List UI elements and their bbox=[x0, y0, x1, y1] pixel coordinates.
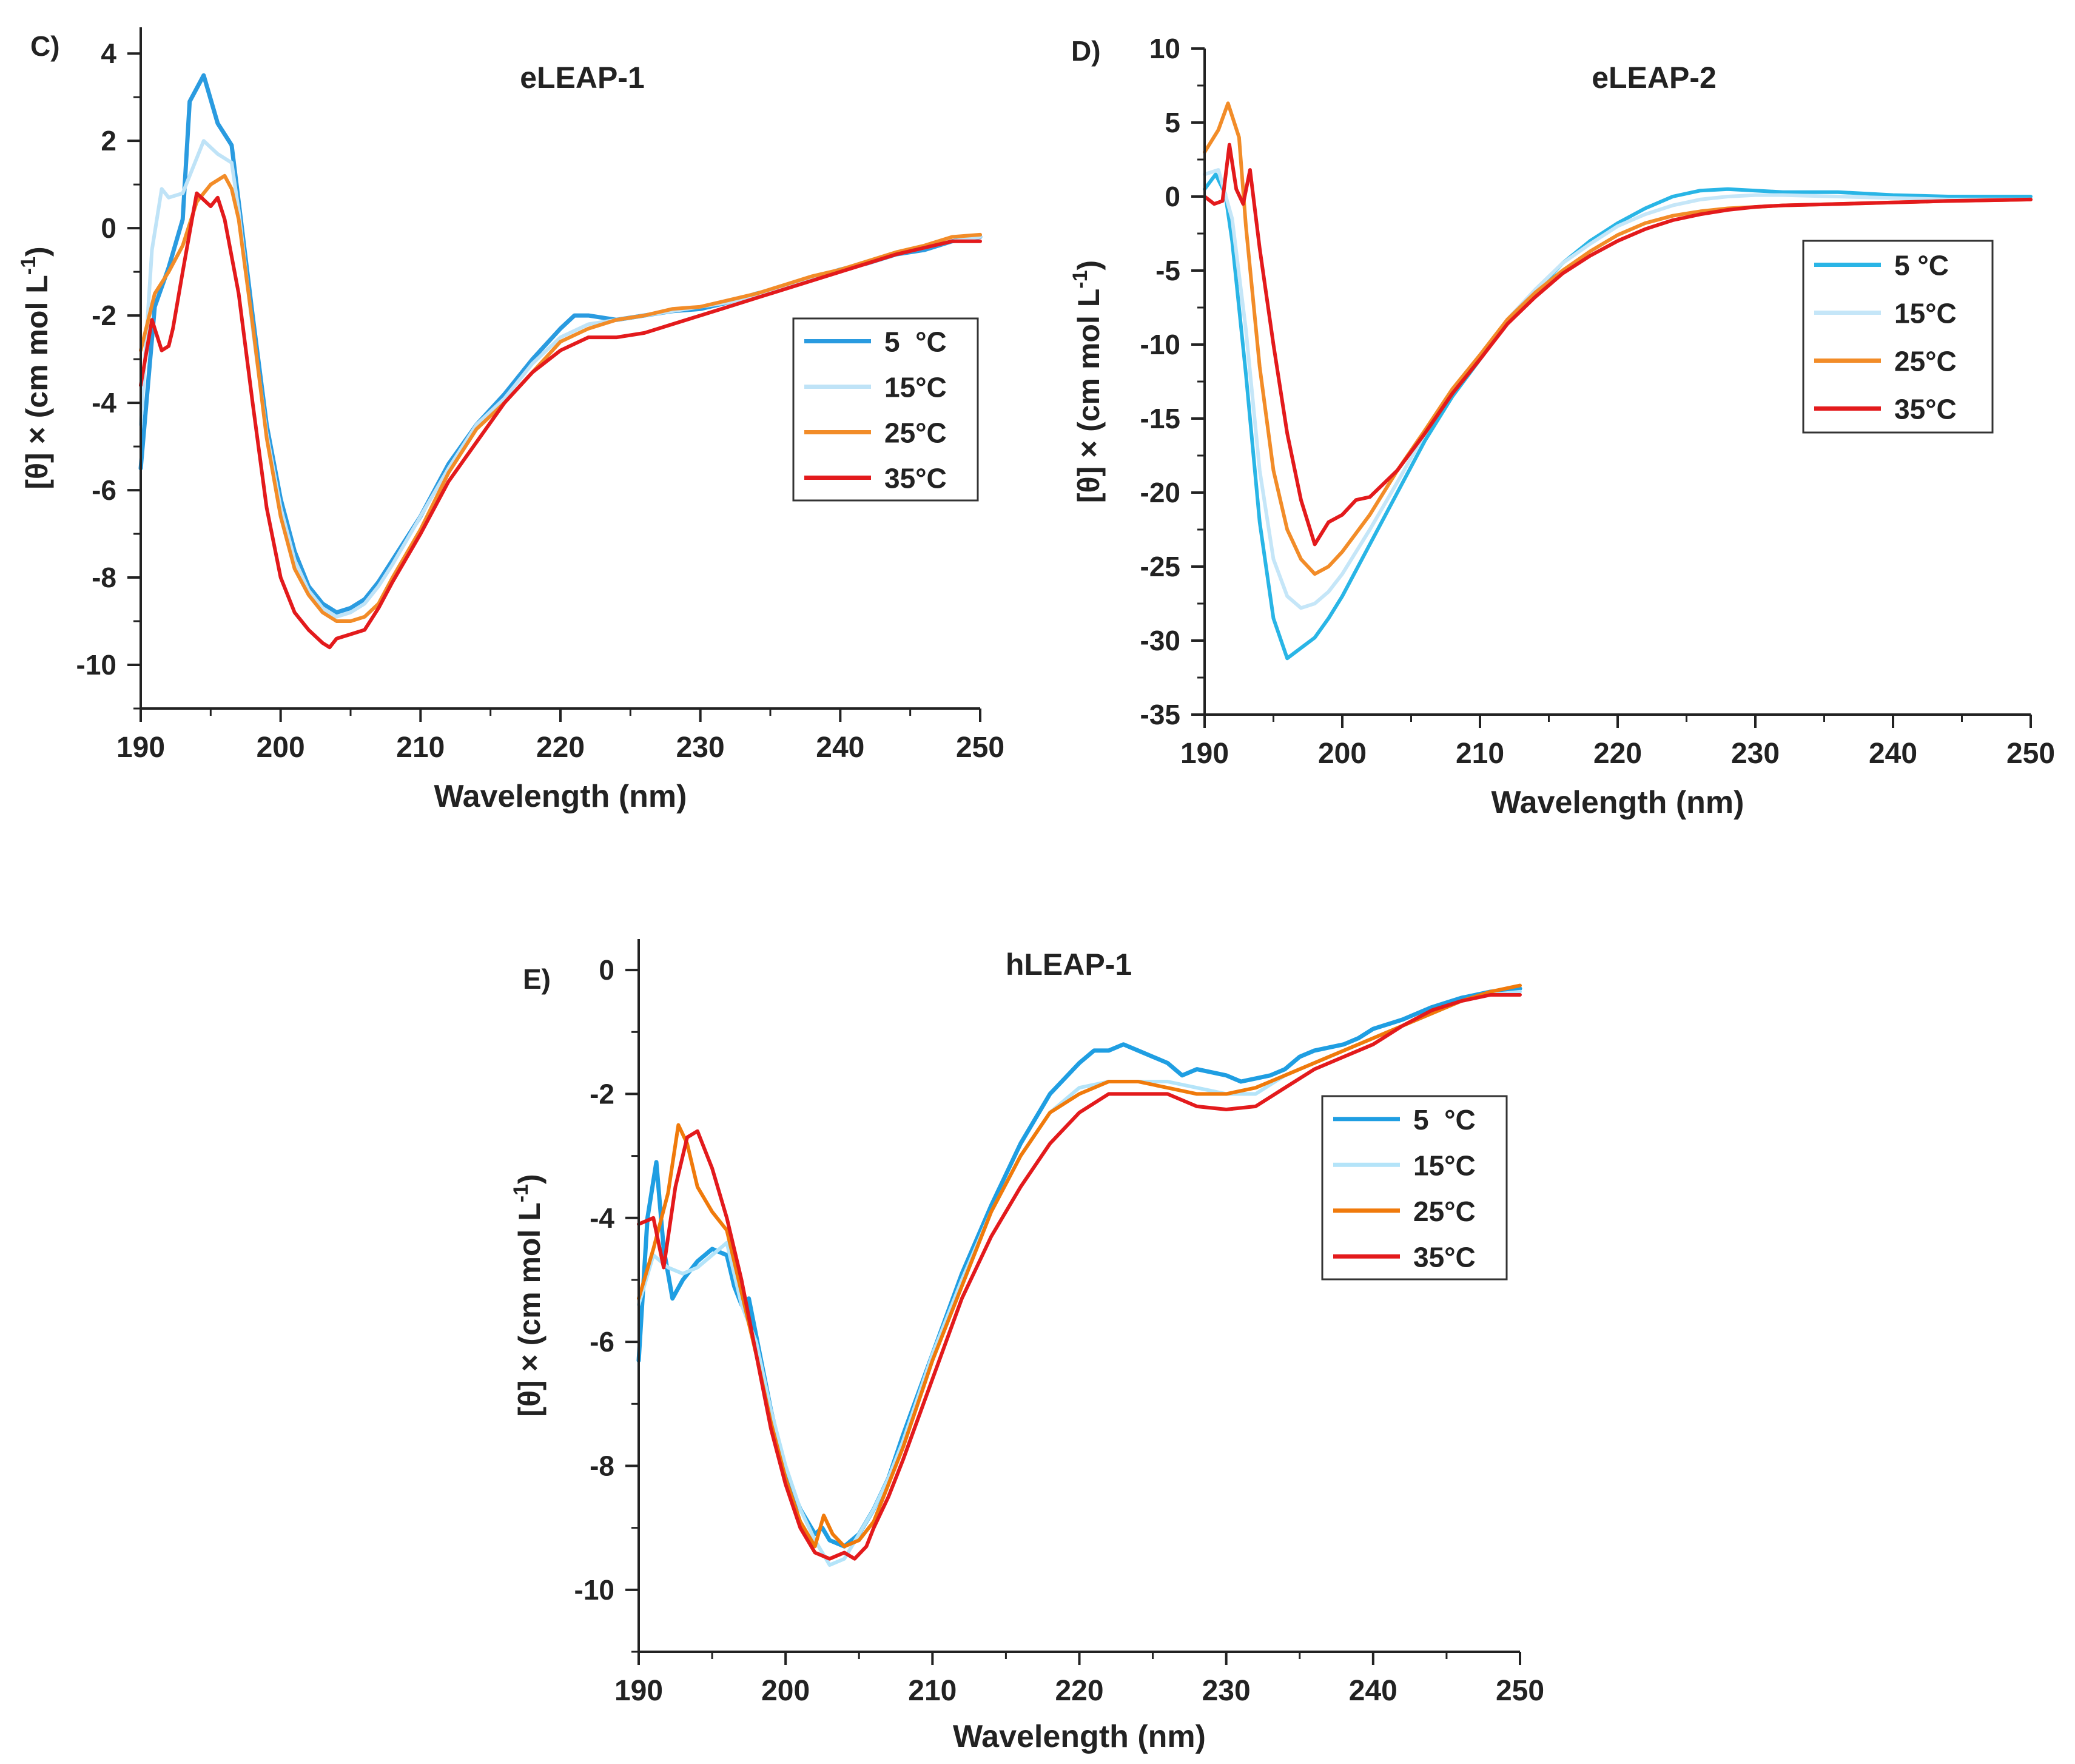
y-tick-label: -2 bbox=[590, 1078, 614, 1109]
legend: 5 °C 15°C 25°C 35°C bbox=[1321, 1095, 1508, 1281]
series-line-2 bbox=[637, 983, 1522, 1549]
y-tick-label: -8 bbox=[590, 1450, 614, 1481]
y-tick-label: -8 bbox=[92, 562, 116, 593]
legend-label: 35°C bbox=[884, 463, 947, 494]
y-axis-label-end: ) bbox=[513, 1174, 546, 1184]
chart-panel-e: 190 200 210 220 230 240 250 -10 -8 -6 -4 -2 0 E) hLEAP… bbox=[510, 939, 1544, 1754]
y-tick-label: -20 bbox=[1140, 477, 1180, 508]
y-axis-label-main: [θ] × (cm mol L bbox=[20, 275, 54, 489]
y-tick-label: -5 bbox=[1155, 255, 1180, 286]
chart-panel-d: 190 200 210 220 230 240 250-35-30-25-20-15-10-… bbox=[1069, 33, 2055, 820]
panel-label: E) bbox=[523, 963, 551, 995]
chart-title: eLEAP-2 bbox=[1592, 61, 1717, 95]
legend-label: 25°C bbox=[1894, 346, 1957, 377]
x-tick-label: 190 bbox=[614, 1675, 663, 1707]
y-axis-label-end: ) bbox=[1072, 260, 1106, 271]
x-tick-label: 250 bbox=[2006, 738, 2055, 770]
x-tick-label: 220 bbox=[536, 732, 585, 764]
x-tick-label: 240 bbox=[1869, 738, 1917, 770]
y-tick-label: -25 bbox=[1140, 551, 1180, 582]
x-tick-label: 240 bbox=[1349, 1675, 1397, 1707]
chart-panel-c: 190 200 210 220 230 240 250 -10 -8 -6 -4 -2 0 2 4 C) eLE… bbox=[17, 27, 1004, 814]
series-line-3 bbox=[637, 993, 1522, 1561]
y-tick-label: 0 bbox=[599, 954, 614, 986]
panel-label: D) bbox=[1071, 35, 1101, 67]
y-tick-label: -4 bbox=[92, 387, 116, 419]
y-tick-label: 5 bbox=[1165, 107, 1180, 138]
x-tick-label: 230 bbox=[1731, 738, 1780, 770]
series-line-0 bbox=[636, 986, 1522, 1549]
panel-label: C) bbox=[30, 30, 60, 62]
legend: 5 °C 15°C 25°C 35°C bbox=[792, 317, 979, 502]
y-axis-label: [θ] × (cm mol L-1) bbox=[1069, 260, 1106, 503]
y-tick-label: -10 bbox=[76, 649, 116, 681]
chart-title: eLEAP-1 bbox=[520, 61, 645, 95]
x-tick-label: 220 bbox=[1593, 738, 1642, 770]
x-tick-label: 240 bbox=[816, 732, 864, 764]
y-tick-label: 4 bbox=[101, 38, 116, 69]
x-axis-label: Wavelength (nm) bbox=[1492, 785, 1744, 820]
series-line-3 bbox=[139, 191, 982, 650]
legend-label: 15°C bbox=[884, 372, 947, 403]
y-tick-label: 0 bbox=[101, 212, 116, 244]
y-axis-label-superscript: -1 bbox=[510, 1184, 533, 1202]
x-axis-label: Wavelength (nm) bbox=[953, 1719, 1206, 1754]
chart-title: hLEAP-1 bbox=[1006, 948, 1132, 981]
y-axis-label-main: [θ] × (cm mol L bbox=[1072, 289, 1106, 503]
y-tick-label: -10 bbox=[1140, 329, 1180, 360]
y-axis-label-superscript: -1 bbox=[17, 257, 40, 275]
x-tick-label: 230 bbox=[1202, 1675, 1251, 1707]
legend-label: 35°C bbox=[1413, 1241, 1476, 1273]
y-tick-label: 0 bbox=[1165, 181, 1180, 212]
y-tick-label: 10 bbox=[1149, 33, 1180, 64]
x-tick-label: 210 bbox=[908, 1675, 957, 1707]
x-tick-label: 210 bbox=[1456, 738, 1504, 770]
series-line-3 bbox=[1203, 143, 2033, 547]
y-axis-label: [θ] × (cm mol L-1) bbox=[17, 246, 54, 489]
series-line-2 bbox=[139, 173, 982, 623]
x-tick-label: 200 bbox=[1318, 738, 1367, 770]
legend-label: 5 °C bbox=[1894, 250, 1949, 281]
y-axis-label-superscript: -1 bbox=[1069, 270, 1092, 288]
legend-box bbox=[1321, 1095, 1508, 1281]
x-axis-label: Wavelength (nm) bbox=[434, 779, 687, 814]
y-axis-label-end: ) bbox=[20, 246, 54, 257]
y-tick-label: -35 bbox=[1140, 699, 1180, 730]
legend-label: 15°C bbox=[1413, 1150, 1476, 1181]
y-tick-label: -15 bbox=[1140, 403, 1180, 434]
y-tick-label: -6 bbox=[92, 474, 116, 506]
legend-label: 5 °C bbox=[884, 326, 947, 358]
x-tick-label: 210 bbox=[396, 732, 445, 764]
x-tick-label: 230 bbox=[676, 732, 725, 764]
y-tick-label: 2 bbox=[101, 125, 116, 157]
legend-box bbox=[792, 317, 979, 502]
legend-label: 15°C bbox=[1894, 298, 1957, 329]
x-tick-label: 220 bbox=[1055, 1675, 1103, 1707]
x-tick-label: 190 bbox=[116, 732, 165, 764]
y-tick-label: -30 bbox=[1140, 625, 1180, 656]
x-tick-label: 250 bbox=[956, 732, 1004, 764]
legend-label: 25°C bbox=[1413, 1196, 1476, 1227]
y-axis-label-main: [θ] × (cm mol L bbox=[513, 1202, 546, 1416]
y-tick-label: -6 bbox=[590, 1326, 614, 1358]
legend-box bbox=[1802, 240, 1994, 434]
y-axis-label: [θ] × (cm mol L-1) bbox=[510, 1174, 546, 1416]
y-tick-label: -2 bbox=[92, 300, 116, 331]
x-tick-label: 250 bbox=[1496, 1675, 1544, 1707]
x-tick-label: 200 bbox=[761, 1675, 810, 1707]
x-tick-label: 190 bbox=[1180, 738, 1229, 770]
x-tick-label: 200 bbox=[257, 732, 305, 764]
y-tick-label: -4 bbox=[590, 1202, 614, 1234]
legend-label: 35°C bbox=[1894, 394, 1957, 425]
y-tick-label: -10 bbox=[574, 1574, 614, 1606]
legend-label: 5 °C bbox=[1413, 1104, 1476, 1136]
legend: 5 °C 15°C 25°C 35°C bbox=[1802, 240, 1994, 434]
legend-label: 25°C bbox=[884, 417, 947, 449]
series-line-1 bbox=[139, 139, 982, 619]
